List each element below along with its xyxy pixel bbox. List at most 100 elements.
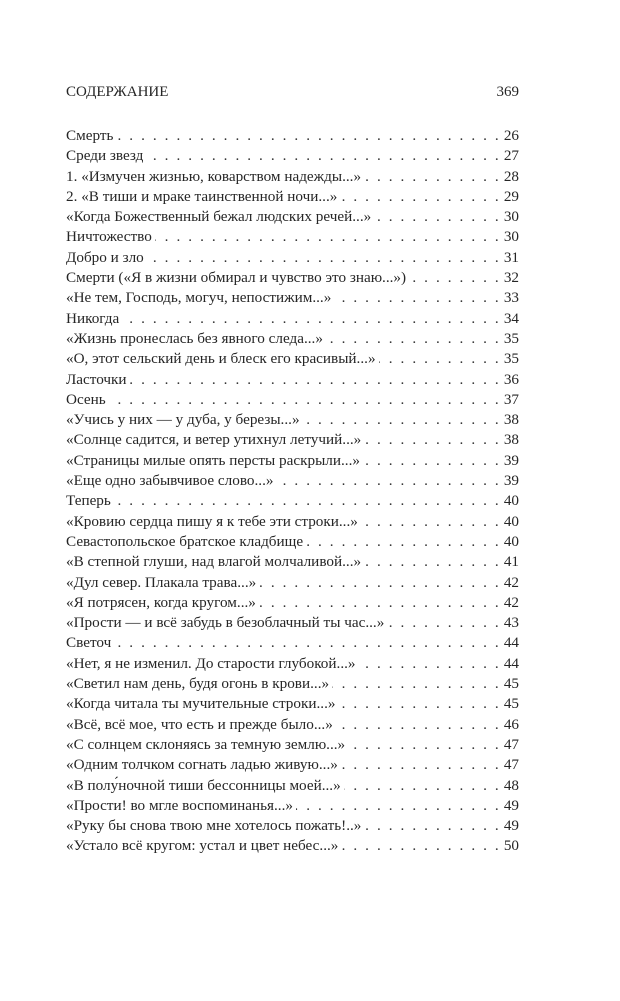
dot-leader <box>259 573 501 593</box>
entry-page: 47 <box>503 735 519 753</box>
entry-page: 40 <box>503 492 519 510</box>
toc-entry: 2. «В тиши и мраке таинственной ночи...»… <box>66 187 519 207</box>
dot-leader <box>303 410 501 430</box>
entry-title: «Руку бы снова твою мне хотелось пожать!… <box>66 817 362 835</box>
dot-leader <box>276 471 500 491</box>
toc-entry: «Светил нам день, будя огонь в крови...»… <box>66 674 519 694</box>
entry-page: 46 <box>503 715 519 733</box>
dot-leader <box>340 187 500 207</box>
entry-title: «Солнце садится, и ветер утихнул летучий… <box>66 431 362 449</box>
entry-page: 45 <box>503 675 519 693</box>
toc-entry: Никогда 34 <box>66 309 519 329</box>
entry-title: «Светил нам день, будя огонь в крови...» <box>66 675 330 693</box>
toc-entry: «Всё, всё мое, что есть и прежде было...… <box>66 715 519 735</box>
dot-leader <box>336 715 501 735</box>
dot-leader <box>379 349 501 369</box>
toc-entry: «Страницы милые опять персты раскрыли...… <box>66 451 519 471</box>
dot-leader <box>114 633 501 653</box>
toc-entry: 1. «Измучен жизнью, коварством надежды..… <box>66 167 519 187</box>
dot-leader <box>341 836 500 856</box>
dot-leader <box>344 776 501 796</box>
entry-title: «О, этот сельский день и блеск его краси… <box>66 350 376 368</box>
entry-page: 41 <box>503 553 519 571</box>
running-header: СОДЕРЖАНИЕ 369 <box>66 82 519 102</box>
dot-leader <box>146 146 500 166</box>
dot-leader <box>306 532 501 552</box>
entry-title: «Одним толчком согнать ладью живую...» <box>66 756 338 774</box>
toc-entry: «Кровию сердца пишу я к тебе эти строки.… <box>66 512 519 532</box>
toc-entry: «Солнце садится, и ветер утихнул летучий… <box>66 430 519 450</box>
dot-leader <box>296 796 501 816</box>
entry-title: Добро и зло <box>66 248 144 266</box>
dot-leader <box>359 654 501 674</box>
entry-title: Осень <box>66 390 106 408</box>
dot-leader <box>364 430 501 450</box>
toc-entry: «В полу́ночной тиши бессонницы моей...» 4… <box>66 776 519 796</box>
dot-leader <box>332 674 501 694</box>
entry-page: 49 <box>503 817 519 835</box>
dot-leader <box>147 248 501 268</box>
entry-page: 30 <box>503 228 519 246</box>
dot-leader <box>109 390 501 410</box>
entry-title: Смерти («Я в жизни обмирал и чувство это… <box>66 269 407 287</box>
toc-entry: «Одним толчком согнать ладью живую...» 47 <box>66 755 519 775</box>
entry-page: 36 <box>503 370 519 388</box>
toc-entry: «О, этот сельский день и блеск его краси… <box>66 349 519 369</box>
entry-page: 26 <box>503 127 519 144</box>
toc-entry: «Жизнь пронеслась без явного следа...» 35 <box>66 329 519 349</box>
toc-entry: Осень 37 <box>66 390 519 410</box>
toc-entry: «С солнцем склоняясь за темную землю...»… <box>66 735 519 755</box>
entry-title: «Дул север. Плакала трава...» <box>66 573 257 591</box>
entry-page: 44 <box>503 634 519 652</box>
entry-title: «С солнцем склоняясь за темную землю...» <box>66 735 346 753</box>
dot-leader <box>334 288 500 308</box>
entry-page: 48 <box>503 776 519 794</box>
entry-page: 42 <box>503 593 519 611</box>
toc-entry: «Руку бы снова твою мне хотелось пожать!… <box>66 816 519 836</box>
entry-page: 44 <box>503 654 519 672</box>
entry-title: 2. «В тиши и мраке таинственной ночи...» <box>66 187 338 205</box>
toc-entry: «Я потрясен, когда кругом...» 42 <box>66 593 519 613</box>
entry-title: «Прости! во мгле воспоминанья...» <box>66 796 293 814</box>
entry-title: Смерть <box>66 127 114 144</box>
entry-title: «Всё, всё мое, что есть и прежде было...… <box>66 715 333 733</box>
entry-page: 32 <box>503 269 519 287</box>
entry-title: «В полу́ночной тиши бессонницы моей...» <box>66 776 341 794</box>
toc-entry: «Когда Божественный бежал людских речей.… <box>66 207 519 227</box>
toc-entry: «Еще одно забывчивое слово...» 39 <box>66 471 519 491</box>
dot-leader <box>259 593 501 613</box>
toc-entry: Теперь 40 <box>66 491 519 511</box>
dot-leader <box>409 268 501 288</box>
toc-entry: «Прости — и всё забудь в безоблачный ты … <box>66 613 519 633</box>
toc-entry: «Учись у них — у дуба, у березы...» 38 <box>66 410 519 430</box>
entry-title: «Не тем, Господь, могуч, непостижим...» <box>66 289 332 307</box>
entry-page: 35 <box>503 329 519 347</box>
entry-title: «Еще одно забывчивое слово...» <box>66 472 274 490</box>
entry-title: Среди звезд <box>66 147 144 165</box>
dot-leader <box>387 613 501 633</box>
dot-leader <box>363 451 501 471</box>
entry-page: 50 <box>503 837 519 855</box>
entry-page: 38 <box>503 411 519 429</box>
toc-entry: Среди звезд 27 <box>66 146 519 166</box>
entry-title: Теперь <box>66 492 111 510</box>
entry-page: 34 <box>503 309 519 327</box>
entry-title: «Страницы милые опять персты раскрыли...… <box>66 451 360 469</box>
dot-leader <box>374 207 501 227</box>
entry-page: 45 <box>503 695 519 713</box>
toc-entry: Ничтожество 30 <box>66 227 519 247</box>
entry-title: «Кровию сердца пишу я к тебе эти строки.… <box>66 512 358 530</box>
entry-title: «Я потрясен, когда кругом...» <box>66 593 256 611</box>
entry-page: 29 <box>503 187 519 205</box>
toc-entry: «Когда читала ты мучительные строки...» 4… <box>66 694 519 714</box>
entry-title: «Нет, я не изменил. До старости глубокой… <box>66 654 356 672</box>
entry-title: «Прости — и всё забудь в безоблачный ты … <box>66 614 385 632</box>
entry-page: 35 <box>503 350 519 368</box>
entry-page: 39 <box>503 451 519 469</box>
entry-title: «Когда Божественный бежал людских речей.… <box>66 208 372 226</box>
entry-page: 30 <box>503 208 519 226</box>
toc-entry: Добро и зло 31 <box>66 248 519 268</box>
dot-leader <box>114 491 501 511</box>
toc-entry: «Дул север. Плакала трава...» 42 <box>66 573 519 593</box>
entry-title: «Жизнь пронеслась без явного следа...» <box>66 329 323 347</box>
